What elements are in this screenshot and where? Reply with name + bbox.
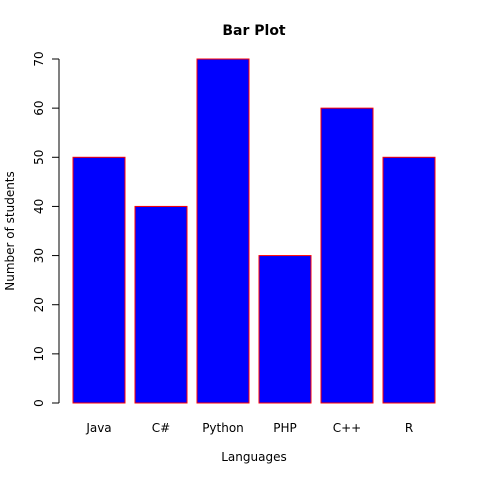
x-tick-label: Java [85, 421, 111, 435]
bar-r [382, 156, 436, 404]
x-axis: Java C# Python PHP C++ R [85, 421, 413, 435]
x-axis-label: Languages [221, 450, 286, 464]
y-tick-label: 70 [32, 51, 46, 66]
x-tick-label: C++ [333, 421, 362, 435]
y-axis: 0 10 20 30 40 50 60 70 [32, 51, 60, 407]
x-tick-label: PHP [273, 421, 297, 435]
y-tick-label: 30 [32, 248, 46, 263]
x-tick-label: C# [152, 421, 170, 435]
bar-java [72, 156, 126, 404]
y-axis-label: Number of students [3, 171, 17, 291]
y-tick-label: 0 [32, 399, 46, 407]
y-tick-label: 40 [32, 199, 46, 214]
bar-c- [320, 107, 374, 404]
y-tick-label: 50 [32, 150, 46, 165]
bar-c- [134, 205, 188, 404]
x-tick-label: Python [202, 421, 244, 435]
x-tick-label: R [405, 421, 413, 435]
y-tick-label: 20 [32, 297, 46, 312]
y-tick-label: 10 [32, 346, 46, 361]
bar-php [258, 255, 312, 404]
y-tick-label: 60 [32, 101, 46, 116]
bar-python [196, 58, 250, 404]
chart-title: Bar Plot [222, 23, 286, 39]
bars-group [72, 58, 436, 404]
